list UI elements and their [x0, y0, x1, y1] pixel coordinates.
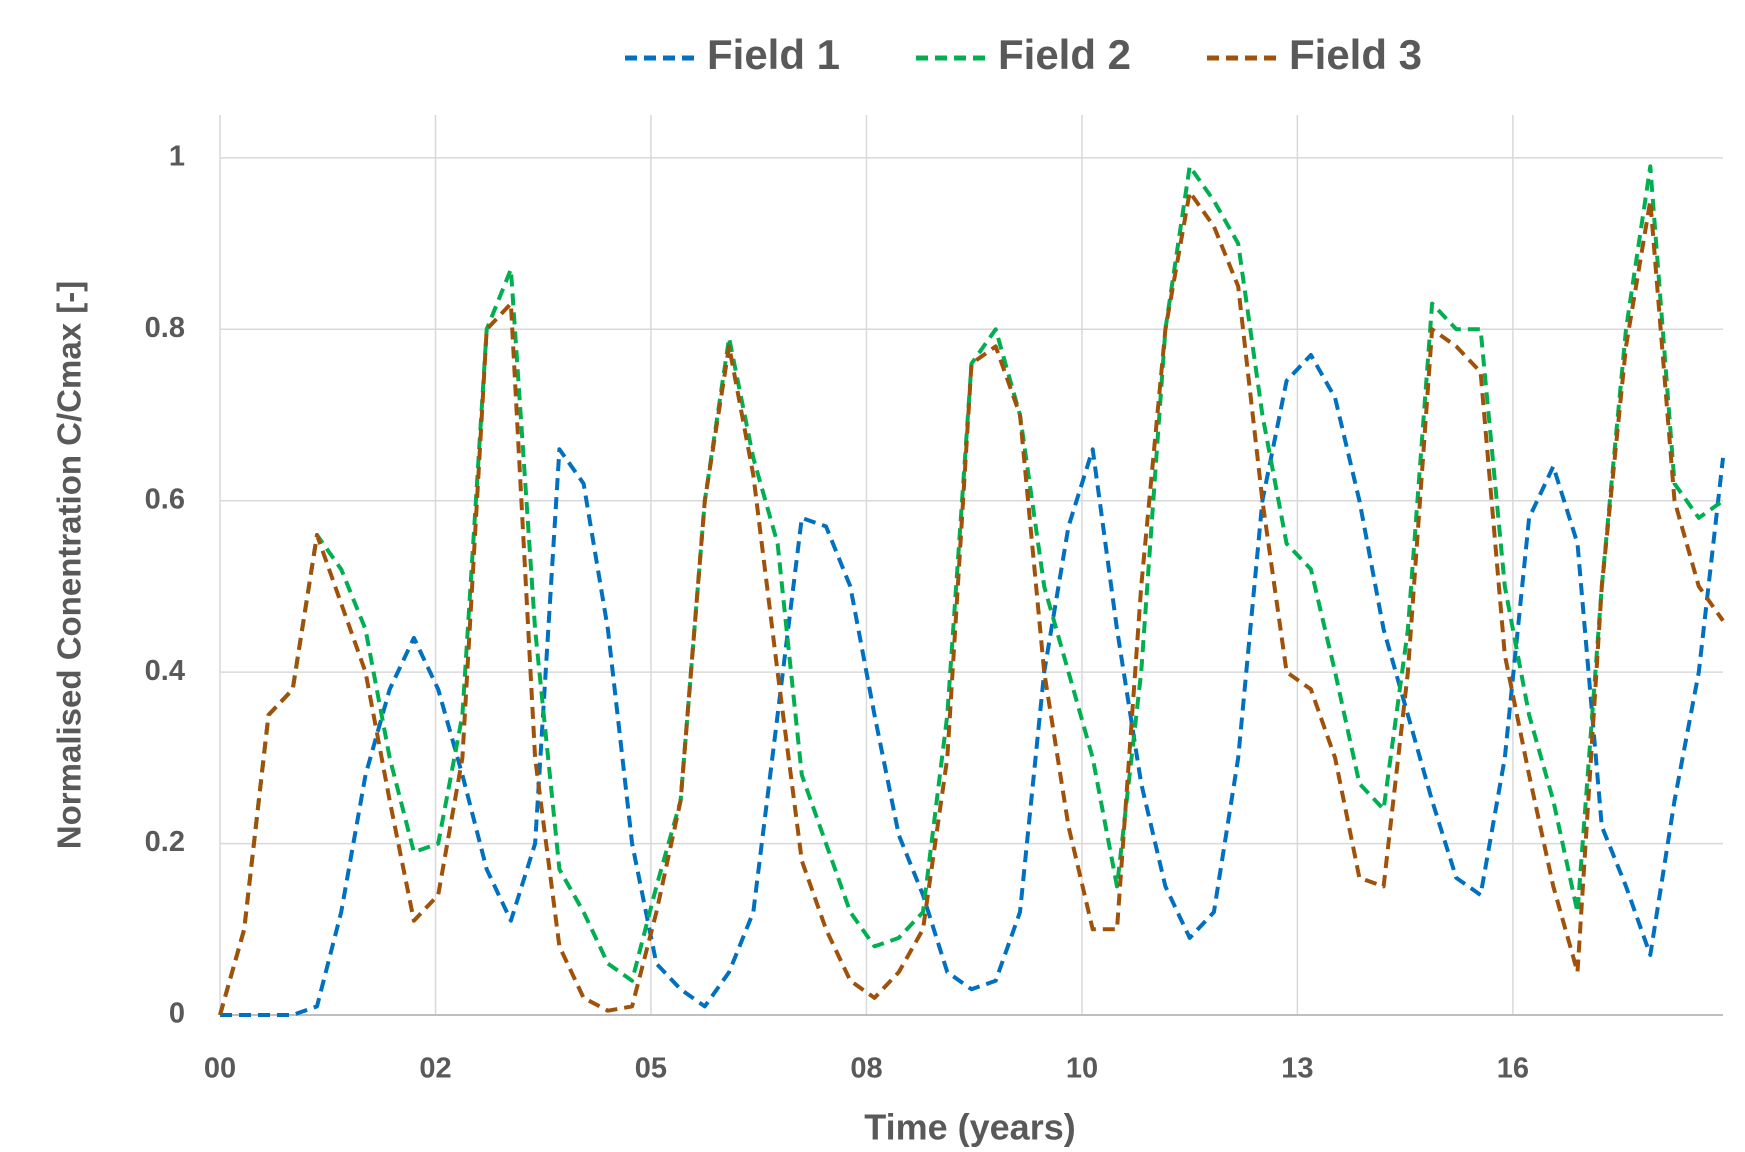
legend-label: Field 1	[707, 31, 840, 78]
y-tick-label: 1	[169, 141, 185, 173]
series-line	[220, 353, 1725, 1017]
legend-label: Field 3	[1289, 31, 1422, 78]
legend-label: Field 2	[998, 31, 1131, 78]
y-tick-label: 0.8	[145, 312, 185, 344]
y-axis-label: Normalised Conentration C/Cmax [-]	[51, 281, 88, 849]
x-tick-label: 10	[1066, 1053, 1098, 1085]
x-tick-label: 16	[1497, 1053, 1529, 1085]
y-tick-label: 0.2	[145, 826, 185, 858]
y-tick-label: 0.6	[145, 483, 185, 515]
x-tick-label: 05	[635, 1053, 667, 1085]
y-tick-label: 0	[169, 998, 185, 1030]
y-tick-label: 0.4	[145, 655, 185, 687]
x-tick-label: 08	[850, 1053, 882, 1085]
series-line	[218, 190, 1725, 1016]
x-tick-label: 13	[1281, 1053, 1313, 1085]
x-tick-label: 02	[419, 1053, 451, 1085]
x-axis-label: Time (years)	[864, 1107, 1075, 1148]
x-tick-label: 00	[204, 1053, 236, 1085]
series-line	[218, 164, 1725, 1016]
